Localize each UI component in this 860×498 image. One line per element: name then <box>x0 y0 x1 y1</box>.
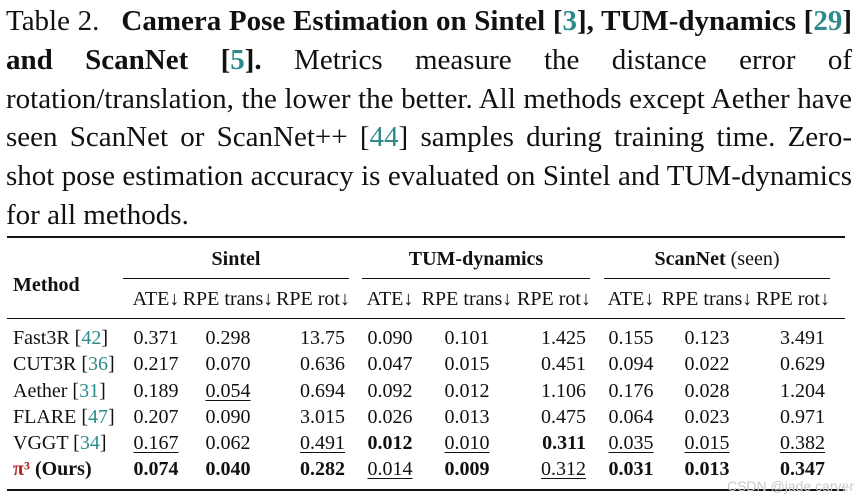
table-cell: 0.971 <box>780 406 825 428</box>
group-rule-tum <box>362 278 590 279</box>
metric-column-header: ATE↓ <box>132 288 180 310</box>
metric-column-header: RPE rot↓ <box>756 288 830 310</box>
table-caption: Table 2. Camera Pose Estimation on Sintel… <box>6 2 852 235</box>
table-cell: 0.012 <box>444 380 490 402</box>
method-name: Fast3R [42] <box>13 327 109 349</box>
watermark: CSDN @jade carver <box>726 478 854 494</box>
metric-column-header: RPE trans↓ <box>661 288 753 310</box>
table-cell: 0.123 <box>684 327 730 349</box>
metric-column-header: RPE rot↓ <box>276 288 350 310</box>
table-cell: 0.012 <box>367 432 413 454</box>
table-cell: 0.636 <box>300 353 345 375</box>
group-header: Sintel <box>211 248 261 270</box>
table-cell: 0.047 <box>367 353 413 375</box>
table-top-rule <box>7 236 845 238</box>
table-cell: 0.176 <box>608 380 654 402</box>
table-cell: 0.217 <box>133 353 179 375</box>
citation-link[interactable]: 36 <box>88 353 108 375</box>
group-header: ScanNet (seen) <box>654 248 780 270</box>
table-cell: 3.015 <box>300 406 345 428</box>
table-cell: 0.167 <box>133 432 179 454</box>
table-cell: 0.282 <box>300 458 345 480</box>
table-cell: 0.015 <box>684 432 730 454</box>
citation-link[interactable]: 29 <box>813 5 843 37</box>
table-cell: 0.094 <box>608 353 654 375</box>
metric-column-header: RPE trans↓ <box>182 288 274 310</box>
table-cell: 0.155 <box>608 327 654 349</box>
table-cell: 3.491 <box>780 327 825 349</box>
table-cell: 0.031 <box>608 458 654 480</box>
metric-column-header: ATE↓ <box>607 288 655 310</box>
table-cell: 1.425 <box>541 327 586 349</box>
table-cell: 0.014 <box>367 458 413 480</box>
table-cell: 0.010 <box>444 432 490 454</box>
metric-column-header: RPE trans↓ <box>421 288 513 310</box>
table-header-rule <box>7 318 845 319</box>
table-cell: 0.092 <box>367 380 413 402</box>
table-cell: 0.035 <box>608 432 654 454</box>
table-cell: 0.347 <box>780 458 825 480</box>
table-cell: 0.070 <box>205 353 251 375</box>
table-cell: 0.028 <box>684 380 730 402</box>
citation-link[interactable]: 3 <box>562 5 578 37</box>
method-column-header: Method <box>13 274 80 296</box>
citation-link[interactable]: 31 <box>79 380 100 402</box>
table-cell: 0.074 <box>133 458 179 480</box>
group-rule-sintel <box>123 278 349 279</box>
metric-column-header: RPE rot↓ <box>517 288 591 310</box>
citation-link[interactable]: 34 <box>79 432 100 454</box>
table-cell: 0.311 <box>542 432 586 454</box>
table-cell: 0.491 <box>300 432 345 454</box>
caption-title: Camera Pose Estimation on Sintel [3], TU… <box>6 5 853 76</box>
metric-column-header: ATE↓ <box>366 288 414 310</box>
table-cell: 0.026 <box>367 406 413 428</box>
method-name: CUT3R [36] <box>13 353 115 375</box>
group-header: TUM-dynamics <box>408 248 544 270</box>
table-cell: 0.298 <box>205 327 251 349</box>
citation-link[interactable]: 47 <box>88 406 108 428</box>
table-cell: 0.022 <box>684 353 730 375</box>
table-cell: 0.371 <box>133 327 179 349</box>
citation-link[interactable]: 44 <box>369 121 399 154</box>
table-cell: 0.101 <box>444 327 490 349</box>
table-cell: 0.312 <box>541 458 586 480</box>
table-cell: 0.090 <box>367 327 413 349</box>
method-name: π³ (Ours) <box>13 458 92 480</box>
table-cell: 0.054 <box>205 380 251 402</box>
table-cell: 0.062 <box>205 432 251 454</box>
table-cell: 0.629 <box>780 353 825 375</box>
table-bottom-rule <box>7 489 845 491</box>
table-cell: 0.064 <box>608 406 654 428</box>
table-cell: 0.040 <box>205 458 251 480</box>
table-cell: 0.009 <box>444 458 490 480</box>
table-cell: 0.189 <box>133 380 179 402</box>
table-cell: 0.013 <box>444 406 490 428</box>
caption-body: Metrics measure the distance error of ro… <box>6 43 852 231</box>
table-cell: 1.106 <box>541 380 586 402</box>
citation-link[interactable]: 5 <box>230 43 245 76</box>
table-cell: 0.013 <box>684 458 730 480</box>
table-cell: 1.204 <box>780 380 825 402</box>
table-cell: 0.023 <box>684 406 730 428</box>
method-name: VGGT [34] <box>13 432 107 454</box>
table-cell: 13.75 <box>300 327 345 349</box>
table-cell: 0.207 <box>133 406 179 428</box>
citation-link[interactable]: 42 <box>81 327 102 349</box>
method-name: Aether [31] <box>13 380 106 402</box>
table-cell: 0.015 <box>444 353 490 375</box>
caption-label: Table 2. <box>6 5 100 37</box>
method-name: FLARE [47] <box>13 406 115 428</box>
table-cell: 0.451 <box>541 353 586 375</box>
pi3-logo: π³ <box>13 458 30 480</box>
group-rule-scannet <box>604 278 830 279</box>
table-cell: 0.475 <box>541 406 586 428</box>
table-cell: 0.694 <box>300 380 345 402</box>
table-cell: 0.090 <box>205 406 251 428</box>
table-cell: 0.382 <box>780 432 825 454</box>
